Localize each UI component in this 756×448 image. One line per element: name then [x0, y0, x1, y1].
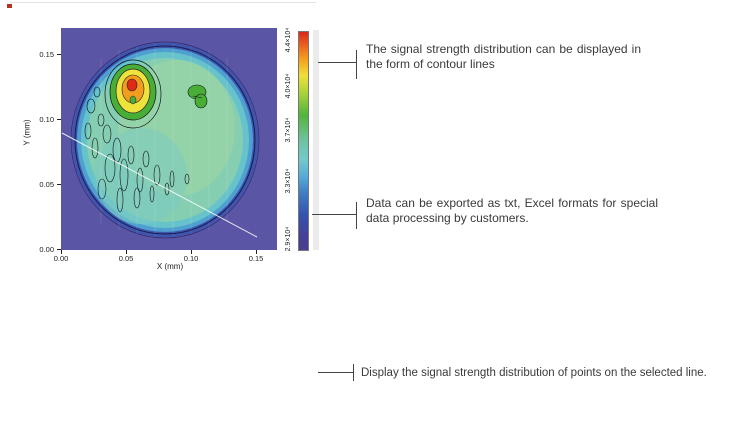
colorbar-tick-label: 3.3×10⁴ — [285, 168, 292, 194]
x-tick — [126, 250, 127, 254]
callout-line-1 — [318, 62, 356, 63]
x-tick-label: 0.00 — [53, 254, 69, 263]
x-tick-label: 0.15 — [248, 254, 264, 263]
annotation-export: Data can be exported as txt, Excel forma… — [366, 196, 658, 225]
x-tick — [191, 250, 192, 254]
callout-tick-2 — [356, 202, 357, 229]
x-tick — [256, 250, 257, 254]
colorbar-tick-label: 2.9×10⁴ — [285, 226, 292, 252]
y-tick-label: 0.15 — [39, 50, 54, 59]
y-axis-title: Y (mm) — [22, 119, 32, 146]
annotation-contour-lines: The signal strength distribution can be … — [366, 42, 641, 71]
y-tick-label: 0.00 — [39, 245, 54, 254]
x-tick-label: 0.05 — [118, 254, 134, 263]
callout-line-3 — [318, 372, 353, 373]
x-tick — [61, 250, 62, 254]
selection-line — [61, 132, 258, 238]
y-tick — [57, 249, 61, 250]
window-marker — [7, 4, 12, 8]
contour-plot-canvas[interactable] — [61, 28, 277, 250]
y-tick-label: 0.05 — [39, 180, 54, 189]
colorbar-tick-label: 4.4×10⁴ — [285, 27, 292, 53]
contour-panel: 0.15 0.10 0.05 0.00 0.00 0.05 0.10 0.15 … — [0, 0, 320, 285]
y-tick — [57, 54, 61, 55]
y-tick-label: 0.10 — [39, 115, 54, 124]
y-tick — [57, 184, 61, 185]
callout-tick-1 — [356, 50, 357, 79]
colorbar-tick-label: 4.0×10⁴ — [285, 73, 292, 99]
profile-window: D9.198.0.198.0.0001 — [0, 278, 320, 446]
callout-line-2 — [312, 214, 356, 215]
annotation-line-profile: Display the signal strength distribution… — [361, 367, 707, 379]
y-tick — [57, 119, 61, 120]
colorbar-tick-label: 3.7×10⁴ — [285, 117, 292, 143]
callout-tick-3 — [353, 364, 354, 381]
x-tick-label: 0.10 — [183, 254, 199, 263]
panel-edge — [313, 30, 319, 250]
colorbar — [298, 31, 309, 251]
x-axis-title: X (mm) — [156, 262, 184, 271]
top-separator-line — [10, 2, 316, 3]
